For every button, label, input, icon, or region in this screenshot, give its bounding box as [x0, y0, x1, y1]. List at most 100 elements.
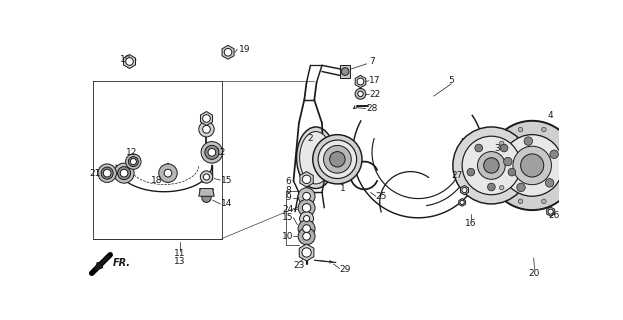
Text: 6: 6: [285, 177, 291, 186]
Circle shape: [518, 199, 523, 204]
Circle shape: [318, 140, 356, 179]
Text: 18: 18: [151, 176, 162, 185]
Circle shape: [467, 168, 475, 176]
Text: 10: 10: [282, 232, 294, 241]
Circle shape: [453, 127, 530, 204]
Circle shape: [518, 127, 523, 132]
Polygon shape: [201, 112, 212, 125]
Circle shape: [475, 144, 483, 152]
Text: 4: 4: [547, 111, 553, 120]
Circle shape: [126, 58, 133, 65]
Circle shape: [164, 169, 172, 177]
Circle shape: [128, 156, 138, 167]
Circle shape: [98, 164, 117, 182]
Text: 12: 12: [215, 148, 226, 157]
Polygon shape: [459, 198, 465, 206]
Circle shape: [202, 193, 211, 203]
Circle shape: [130, 158, 136, 165]
Circle shape: [477, 152, 505, 179]
Circle shape: [568, 163, 573, 168]
Circle shape: [303, 232, 310, 240]
Circle shape: [298, 199, 315, 216]
Text: 27: 27: [451, 171, 462, 180]
Circle shape: [462, 188, 467, 193]
Text: 24: 24: [282, 205, 293, 214]
Circle shape: [462, 136, 521, 195]
Circle shape: [208, 148, 216, 156]
Circle shape: [199, 122, 214, 137]
Circle shape: [298, 220, 315, 237]
Circle shape: [303, 225, 310, 232]
Text: 17: 17: [369, 76, 381, 85]
Text: 28: 28: [366, 104, 378, 113]
Circle shape: [300, 212, 313, 226]
Circle shape: [203, 174, 209, 180]
Circle shape: [303, 215, 310, 222]
Circle shape: [118, 167, 131, 180]
Text: 2: 2: [308, 134, 313, 143]
Ellipse shape: [297, 127, 335, 188]
Circle shape: [201, 141, 222, 163]
Circle shape: [302, 175, 311, 184]
Text: 1: 1: [340, 184, 346, 193]
Circle shape: [524, 137, 533, 145]
Circle shape: [126, 154, 141, 169]
Circle shape: [521, 154, 544, 177]
Circle shape: [298, 228, 315, 245]
FancyArrowPatch shape: [354, 106, 357, 108]
Circle shape: [205, 145, 219, 159]
Text: 26: 26: [549, 211, 560, 220]
Text: 21: 21: [89, 169, 100, 178]
Circle shape: [224, 48, 232, 56]
Circle shape: [341, 68, 349, 75]
Circle shape: [513, 146, 551, 185]
Text: 3: 3: [495, 144, 500, 153]
Circle shape: [561, 185, 565, 190]
Polygon shape: [222, 45, 234, 59]
Circle shape: [483, 158, 499, 173]
Circle shape: [298, 188, 315, 205]
Text: 9: 9: [285, 193, 291, 202]
Circle shape: [120, 169, 128, 177]
Text: 29: 29: [340, 265, 351, 274]
Polygon shape: [199, 188, 214, 196]
Circle shape: [202, 125, 211, 133]
Text: 16: 16: [465, 219, 477, 228]
Polygon shape: [300, 172, 313, 187]
Text: 19: 19: [120, 55, 131, 64]
Circle shape: [492, 163, 497, 168]
Text: 15: 15: [282, 213, 294, 222]
Text: 13: 13: [174, 257, 185, 266]
Text: FR.: FR.: [113, 258, 131, 268]
Circle shape: [500, 185, 504, 190]
Text: 20: 20: [529, 269, 540, 278]
Circle shape: [548, 209, 553, 214]
Circle shape: [488, 121, 577, 210]
Polygon shape: [460, 186, 468, 195]
Circle shape: [541, 199, 546, 204]
Polygon shape: [355, 75, 366, 88]
Circle shape: [323, 145, 351, 173]
Circle shape: [355, 88, 366, 99]
Circle shape: [103, 169, 111, 177]
Circle shape: [159, 164, 177, 182]
Text: 7: 7: [369, 57, 375, 66]
Circle shape: [508, 168, 516, 176]
Text: 11: 11: [174, 250, 185, 259]
Polygon shape: [340, 65, 351, 78]
Circle shape: [500, 144, 508, 152]
Circle shape: [302, 204, 311, 212]
Circle shape: [541, 127, 546, 132]
Circle shape: [561, 141, 565, 146]
Polygon shape: [299, 244, 314, 261]
Text: 12: 12: [126, 148, 138, 157]
Circle shape: [358, 91, 363, 97]
Circle shape: [313, 135, 362, 184]
Circle shape: [516, 183, 525, 192]
Ellipse shape: [300, 132, 332, 184]
Circle shape: [460, 200, 464, 204]
Text: 22: 22: [369, 90, 381, 99]
Circle shape: [201, 171, 212, 183]
Circle shape: [500, 141, 504, 146]
Text: 23: 23: [293, 261, 305, 270]
